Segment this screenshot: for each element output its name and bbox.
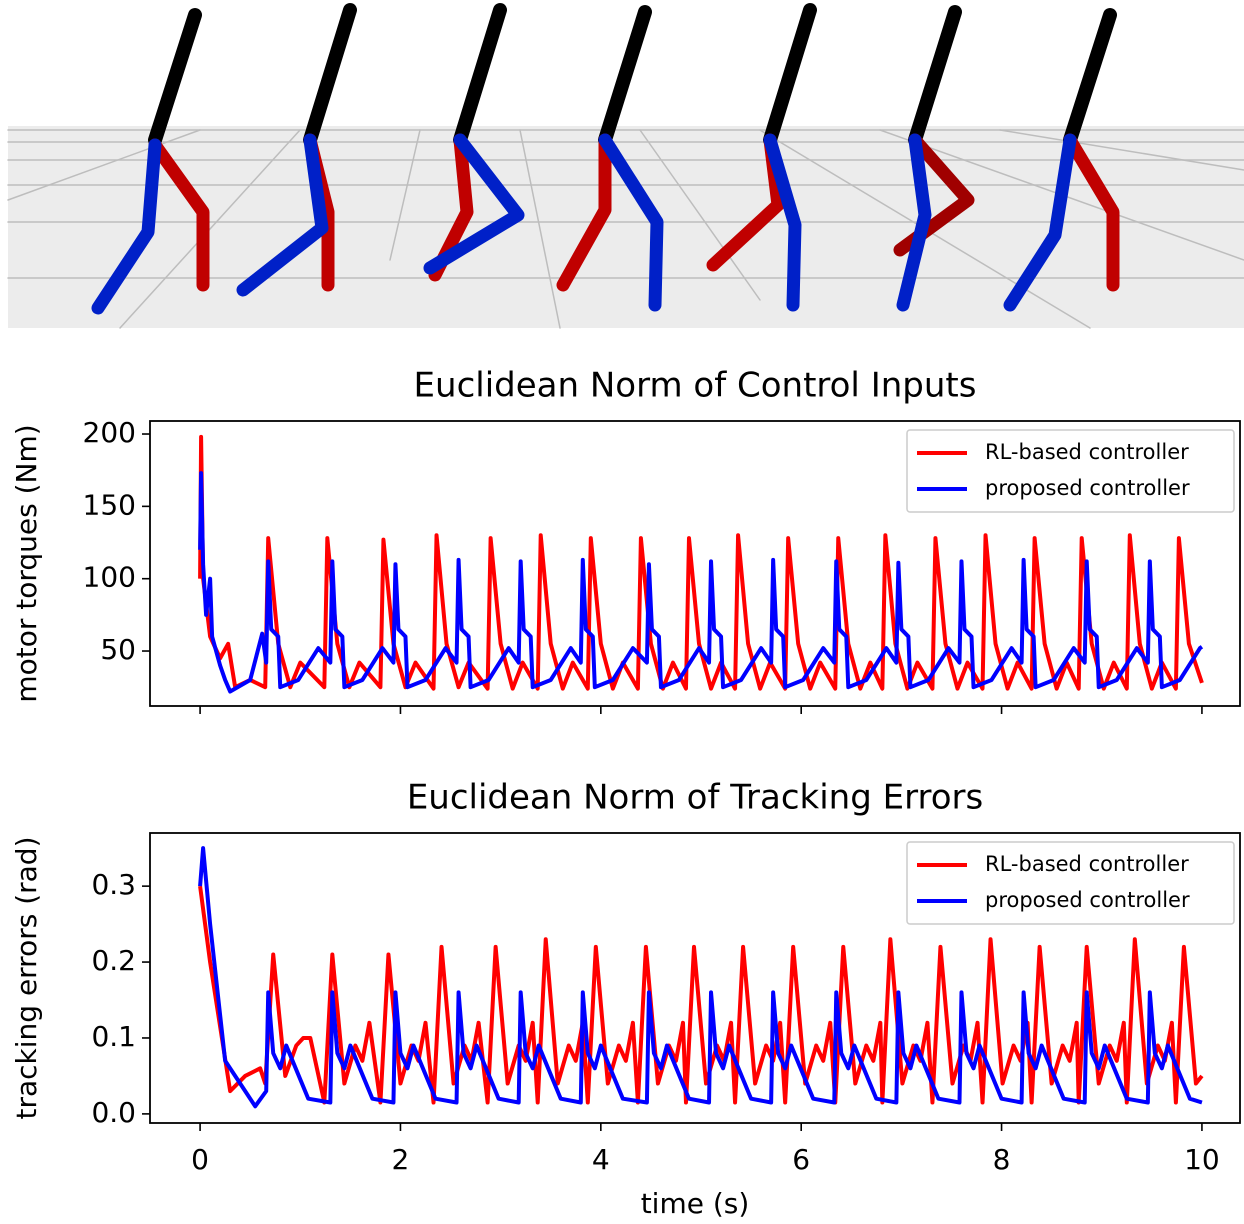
legend-label: proposed controller [985, 476, 1190, 500]
legend-label: proposed controller [985, 888, 1190, 912]
x-tick-label: 6 [792, 1143, 810, 1176]
walkers [91, 3, 1120, 315]
chart-title: Euclidean Norm of Control Inputs [414, 366, 977, 406]
series-line [198, 846, 1203, 1109]
axes-frame [149, 420, 1241, 707]
x-axis-label: time (s) [641, 1187, 750, 1220]
x-tick-label: 0 [191, 1143, 209, 1176]
y-tick-label: 150 [83, 488, 136, 521]
y-tick-label: 0.2 [91, 944, 136, 977]
series-line [198, 885, 1204, 1105]
charts: Euclidean Norm of Control Inputs motor to… [10, 366, 1241, 1220]
y-axis-label: tracking errors (rad) [10, 836, 43, 1119]
chart-panel: Euclidean Norm of Control Inputs motor to… [10, 366, 1241, 714]
y-tick-label: 50 [100, 633, 136, 666]
axes-frame [149, 832, 1241, 1124]
y-tick-label: 0.1 [91, 1020, 136, 1053]
series-line [198, 434, 1204, 691]
x-tick-label: 8 [993, 1143, 1011, 1176]
walker-illustration [7, 0, 1244, 329]
x-tick-label: 10 [1184, 1143, 1220, 1176]
y-axis-label: motor torques (Nm) [10, 424, 43, 702]
legend: RL-based controller proposed controller [906, 841, 1235, 925]
x-tick-label: 2 [392, 1143, 410, 1176]
legend: RL-based controller proposed controller [906, 429, 1235, 513]
legend-frame [906, 841, 1235, 925]
y-tick-label: 0.0 [91, 1096, 136, 1129]
legend-label: RL-based controller [985, 852, 1189, 876]
legend-label: RL-based controller [985, 440, 1189, 464]
chart-panel: Euclidean Norm of Tracking Errors trackin… [10, 778, 1241, 1220]
series-line [198, 471, 1204, 694]
x-tick-label: 4 [592, 1143, 610, 1176]
y-tick-label: 100 [83, 561, 136, 594]
chart-title: Euclidean Norm of Tracking Errors [407, 778, 983, 818]
y-tick-label: 0.3 [91, 868, 136, 901]
y-tick-label: 200 [83, 416, 136, 449]
legend-frame [906, 429, 1235, 513]
